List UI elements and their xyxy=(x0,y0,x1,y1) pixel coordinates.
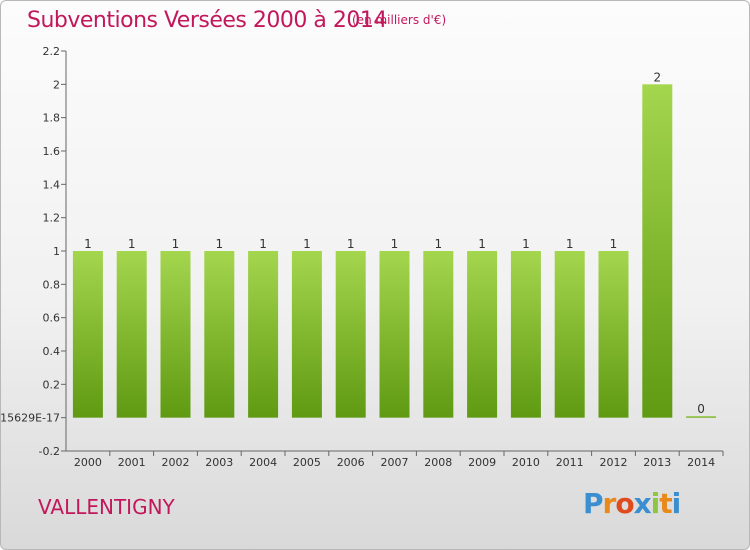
data-label-2006: 1 xyxy=(347,237,355,251)
data-label-2002: 1 xyxy=(172,237,180,251)
y-tick-label: 0.2 xyxy=(43,378,61,391)
bar-2014 xyxy=(686,416,717,418)
data-label-2008: 1 xyxy=(434,237,442,251)
x-tick-label: 2002 xyxy=(162,456,190,469)
bar-2004 xyxy=(248,251,279,418)
data-label-2011: 1 xyxy=(566,237,574,251)
x-tick-label: 2004 xyxy=(249,456,277,469)
bar-2005 xyxy=(291,251,322,418)
data-label-2003: 1 xyxy=(215,237,223,251)
bar-2003 xyxy=(204,251,235,418)
bar-2011 xyxy=(554,251,585,418)
data-label-2001: 1 xyxy=(128,237,136,251)
bar-2000 xyxy=(72,251,103,418)
x-tick-label: 2013 xyxy=(643,456,671,469)
y-tick-label: 0.8 xyxy=(43,278,61,291)
bar-2006 xyxy=(335,251,366,418)
data-label-2014: 0 xyxy=(697,402,705,416)
unit-label: (en milliers d'€) xyxy=(352,13,447,27)
logo-letter: i xyxy=(650,487,661,520)
y-tick-label: -1.15629E-17 xyxy=(1,412,60,425)
x-tick-label: 2014 xyxy=(687,456,715,469)
chart-title: Subventions Versées 2000 à 2014 xyxy=(27,8,387,33)
bar-2013 xyxy=(642,84,673,418)
y-tick-label: -0.2 xyxy=(39,445,60,458)
proxiti-logo: Proxiti xyxy=(583,487,682,520)
data-label-2007: 1 xyxy=(391,237,399,251)
logo-letter: x xyxy=(633,487,652,520)
y-tick-label: 0.6 xyxy=(43,312,61,325)
x-tick-label: 2003 xyxy=(205,456,233,469)
bar-2008 xyxy=(423,251,454,418)
data-label-2009: 1 xyxy=(478,237,486,251)
x-tick-label: 2011 xyxy=(556,456,584,469)
bar-2009 xyxy=(467,251,498,418)
data-label-2000: 1 xyxy=(84,237,92,251)
x-tick-label: 2006 xyxy=(337,456,365,469)
x-tick-label: 2010 xyxy=(512,456,540,469)
x-tick-label: 2012 xyxy=(600,456,628,469)
x-tick-label: 2007 xyxy=(381,456,409,469)
logo-letter: r xyxy=(602,487,617,520)
logo-letter: P xyxy=(583,487,604,520)
bar-2002 xyxy=(160,251,191,418)
y-tick-label: 1 xyxy=(53,245,60,258)
logo-letter: o xyxy=(615,487,634,520)
place-name: VALLENTIGNY xyxy=(38,495,175,519)
data-label-2013: 2 xyxy=(653,70,661,84)
y-tick-label: 2.2 xyxy=(43,45,61,58)
logo-letter: i xyxy=(671,487,682,520)
y-tick-label: 1.6 xyxy=(43,145,61,158)
x-tick-label: 2000 xyxy=(74,456,102,469)
logo-letter: t xyxy=(659,487,672,520)
x-tick-label: 2005 xyxy=(293,456,321,469)
data-label-2012: 1 xyxy=(610,237,618,251)
y-tick-label: 1.4 xyxy=(43,178,61,191)
bar-2012 xyxy=(598,251,629,418)
y-tick-label: 2 xyxy=(53,78,60,91)
data-label-2010: 1 xyxy=(522,237,530,251)
y-tick-label: 1.2 xyxy=(43,212,61,225)
data-label-2005: 1 xyxy=(303,237,311,251)
y-tick-label: 1.8 xyxy=(43,112,61,125)
x-tick-label: 2001 xyxy=(118,456,146,469)
data-label-2004: 1 xyxy=(259,237,267,251)
y-tick-label: 0.4 xyxy=(43,345,61,358)
bar-2007 xyxy=(379,251,410,418)
x-tick-label: 2008 xyxy=(424,456,452,469)
bar-2001 xyxy=(116,251,147,418)
x-tick-label: 2009 xyxy=(468,456,496,469)
bar-2010 xyxy=(510,251,541,418)
